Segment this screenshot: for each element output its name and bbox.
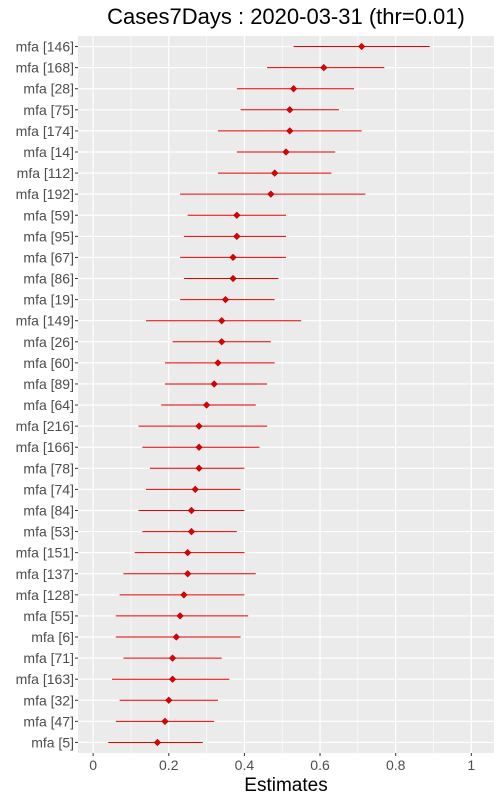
y-tick-label: mfa [28] <box>23 81 74 97</box>
x-axis-label: Estimates <box>244 775 327 796</box>
estimate-point <box>168 654 177 662</box>
y-tick-label: mfa [192] <box>16 186 74 202</box>
y-tick-label: mfa [59] <box>23 207 74 223</box>
estimate-point <box>233 232 241 240</box>
y-tick-label: mfa [112] <box>17 165 74 181</box>
estimate-point <box>184 549 192 557</box>
x-tick-label: 0 <box>89 757 97 773</box>
estimate-point <box>184 570 192 578</box>
estimate-point <box>195 422 203 430</box>
y-tick-label: mfa [163] <box>16 671 74 687</box>
y-tick-label: mfa [151] <box>16 545 74 561</box>
estimate-point <box>229 274 237 283</box>
estimate-point <box>187 527 196 536</box>
estimate-point <box>165 696 173 704</box>
y-tick-label: mfa [53] <box>23 524 74 540</box>
y-tick-label: mfa [19] <box>23 292 74 308</box>
y-tick-label: mfa [55] <box>23 608 74 624</box>
y-tick-label: mfa [216] <box>16 418 74 434</box>
estimate-point <box>195 464 203 472</box>
x-tick-label: 1 <box>467 757 475 773</box>
estimate-point <box>267 190 275 198</box>
plot-panel <box>78 36 494 753</box>
estimate-point <box>233 211 241 219</box>
estimate-point <box>271 169 279 177</box>
estimate-point <box>168 675 177 683</box>
estimate-point <box>187 506 196 515</box>
y-tick-label: mfa [128] <box>16 587 74 603</box>
x-tick-labels: 0 0.2 0.4 0.6 0.8 1 <box>89 753 475 773</box>
y-tick-label: mfa [95] <box>23 228 74 244</box>
estimate-point <box>229 253 237 262</box>
estimate-point <box>210 380 218 388</box>
x-tick-label: 0.2 <box>159 757 179 773</box>
estimate-point <box>320 64 328 72</box>
x-tick-label: 0.4 <box>235 757 255 773</box>
y-tick-label: mfa [60] <box>23 355 74 371</box>
x-tick-label: 0.6 <box>310 757 330 773</box>
y-tick-label: mfa [168] <box>16 60 74 76</box>
estimate-point <box>191 485 199 494</box>
estimate-point <box>221 295 230 304</box>
estimate-point <box>180 591 188 599</box>
x-tick-label: 0.8 <box>386 757 406 773</box>
y-tick-label: mfa [64] <box>23 397 74 413</box>
y-tick-label: mfa [74] <box>23 481 74 497</box>
y-tick-label: mfa [137] <box>16 566 74 582</box>
y-tick-label: mfa [174] <box>16 123 74 139</box>
estimate-point <box>172 633 180 641</box>
estimate-point <box>195 443 203 451</box>
estimate-point <box>289 85 298 93</box>
estimate-point <box>286 106 294 114</box>
y-tick-label: mfa [14] <box>23 144 74 160</box>
y-tick-labels: mfa [146] mfa [168] mfa [28] mfa [75] mfa [1… <box>16 39 78 750</box>
estimate-point <box>218 317 226 325</box>
estimate-point <box>358 42 366 51</box>
estimate-point <box>286 127 294 135</box>
y-tick-label: mfa [78] <box>23 460 74 476</box>
estimate-point <box>214 359 222 367</box>
estimate-point <box>176 612 184 620</box>
y-tick-label: mfa [75] <box>23 102 74 118</box>
y-tick-label: mfa [89] <box>23 376 74 392</box>
estimate-point <box>218 338 226 346</box>
y-tick-label: mfa [32] <box>23 692 74 708</box>
estimate-point <box>282 148 290 156</box>
y-tick-label: mfa [26] <box>23 334 74 350</box>
estimate-point <box>153 738 162 747</box>
estimate-point <box>161 717 169 725</box>
estimate-points <box>153 42 366 747</box>
y-tick-label: mfa [67] <box>23 249 74 265</box>
y-tick-label: mfa [166] <box>16 439 74 455</box>
y-tick-label: mfa [149] <box>16 313 74 329</box>
y-tick-label: mfa [86] <box>23 271 74 287</box>
y-tick-label: mfa [47] <box>23 713 74 729</box>
chart-title: Cases7Days : 2020-03-31 (thr=0.01) <box>107 4 465 29</box>
estimate-point <box>202 401 211 409</box>
y-tick-label: mfa [146] <box>16 39 74 55</box>
y-tick-label: mfa [5] <box>31 734 74 750</box>
y-tick-label: mfa [6] <box>31 629 74 645</box>
y-tick-label: mfa [71] <box>23 650 74 666</box>
y-tick-label: mfa [84] <box>23 502 74 518</box>
